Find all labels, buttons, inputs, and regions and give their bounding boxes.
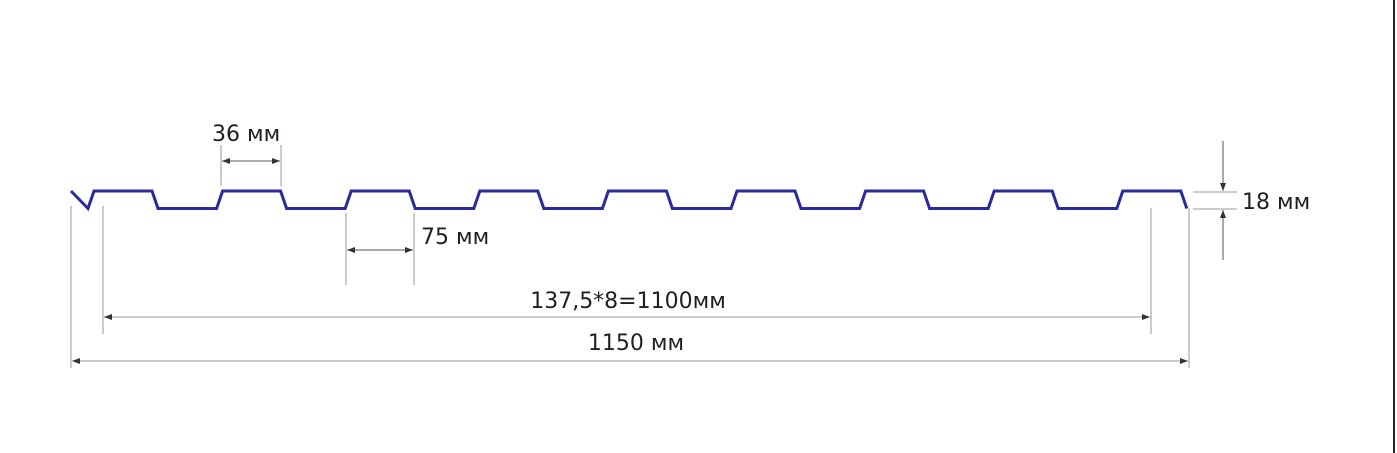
useful-width-dimension: 137,5*8=1100мм <box>102 206 1152 334</box>
profile-height-label: 18 мм <box>1242 190 1310 215</box>
rib-bottom-dimension: 75 мм <box>345 213 489 285</box>
rib-top-width-label: 36 мм <box>212 122 280 147</box>
image-border <box>1393 0 1395 453</box>
rib-top-dimension: 36 мм <box>212 122 282 186</box>
total-width-dimension: 1150 мм <box>70 206 1190 368</box>
profile-height-dimension: 18 мм <box>1193 141 1310 260</box>
total-width-label: 1150 мм <box>588 331 684 356</box>
useful-width-label: 137,5*8=1100мм <box>530 289 726 314</box>
rib-bottom-width-label: 75 мм <box>421 225 489 250</box>
corrugated-profile <box>69 189 1189 212</box>
